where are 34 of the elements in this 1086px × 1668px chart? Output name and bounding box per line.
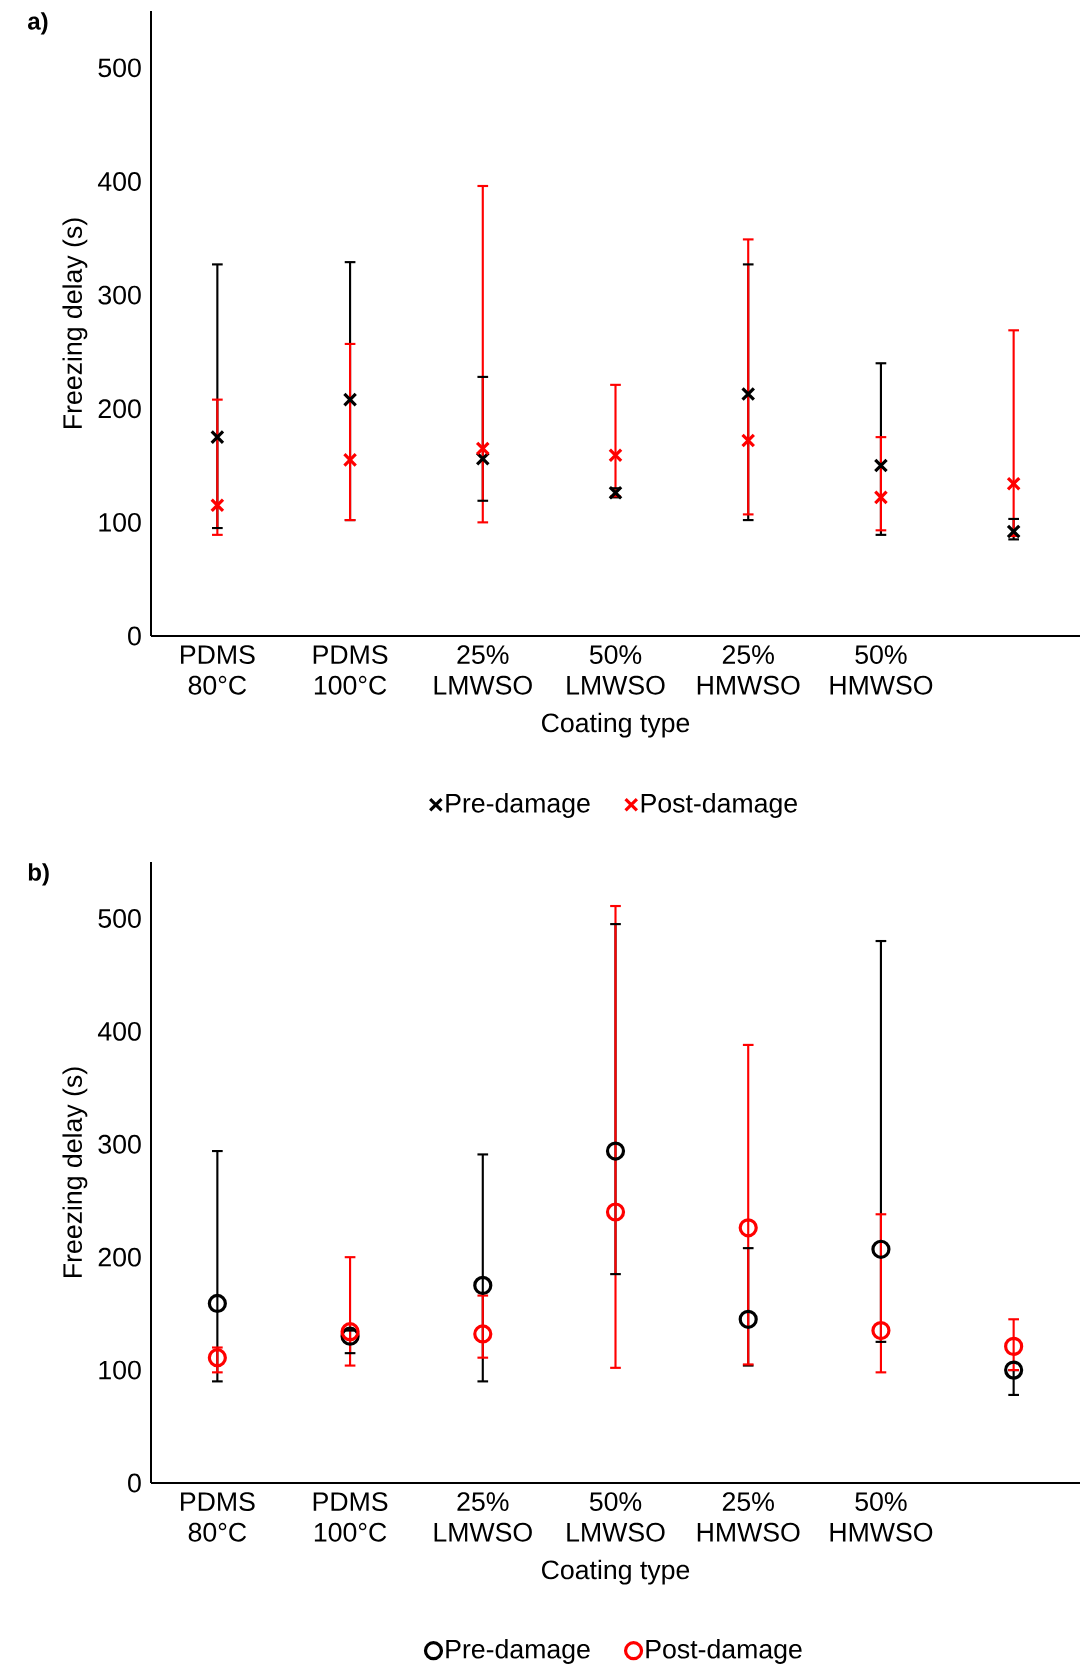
x-axis-title: Coating type xyxy=(541,1559,690,1585)
legend-label: Pre-damage xyxy=(446,1639,590,1664)
x-tick-label: 25% LMWSO xyxy=(434,645,532,695)
y-tick-label: 100 xyxy=(99,1360,141,1380)
x-tick-label: 50% HMWSO xyxy=(830,1492,933,1542)
y-axis-title: Freezing delay (s) xyxy=(62,218,88,428)
y-tick-label: 0 xyxy=(128,626,141,646)
y-tick-label: 300 xyxy=(98,285,141,305)
x-tick-label: 25% LMWSO xyxy=(434,1492,532,1542)
x-tick-label: 25% HMWSO xyxy=(697,645,800,695)
y-tick-label: 300 xyxy=(98,1134,141,1154)
y-tick-label: 400 xyxy=(97,1021,141,1041)
y-tick-label: 0 xyxy=(128,1473,141,1493)
y-axis-title: Freezing delay (s) xyxy=(62,1067,88,1278)
x-tick-label: PDMS 80°C xyxy=(181,1492,255,1542)
y-tick-label: 100 xyxy=(99,512,141,532)
y-tick-label: 200 xyxy=(98,1247,141,1267)
chart-title: b) xyxy=(28,863,49,886)
x-tick-label: PDMS 100°C xyxy=(313,1492,388,1542)
x-tick-label: 50% LMWSO xyxy=(567,1492,665,1542)
legend-label: Pre-damage xyxy=(446,793,590,818)
legend-label: Post-damage xyxy=(646,1639,802,1664)
y-tick-label: 500 xyxy=(98,909,141,928)
x-axis-title: Coating type xyxy=(541,712,690,738)
y-tick-label: 500 xyxy=(98,58,141,78)
y-tick-label: 400 xyxy=(97,172,141,191)
x-tick-label: PDMS 80°C xyxy=(181,645,255,695)
x-tick-label: 50% HMWSO xyxy=(830,645,933,695)
chart-title: a) xyxy=(28,12,48,35)
y-tick-label: 200 xyxy=(98,399,141,419)
x-tick-label: 50% LMWSO xyxy=(567,645,665,695)
x-tick-label: PDMS 100°C xyxy=(313,645,388,695)
x-tick-label: 25% HMWSO xyxy=(697,1492,800,1542)
legend-label: Post-damage xyxy=(641,793,797,818)
